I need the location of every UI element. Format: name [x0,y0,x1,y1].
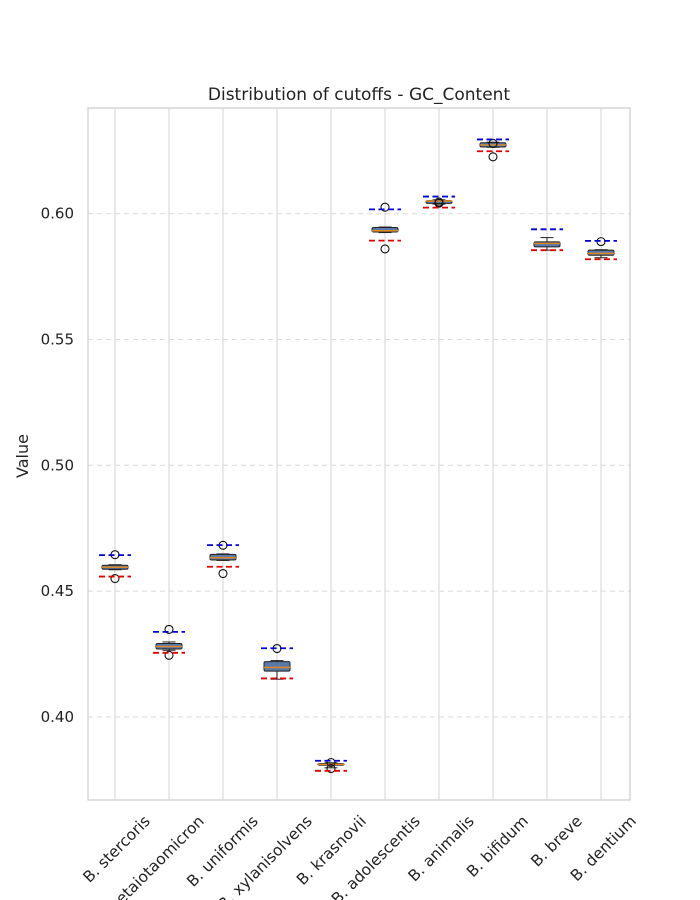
x-tick-label: B. adolescentis [328,812,424,900]
box-group [99,550,131,584]
box-group [531,228,563,252]
box-group [477,138,509,162]
box-group [261,643,293,680]
chart-title: Distribution of cutoffs - GC_Content [208,85,511,105]
outlier-point [164,624,174,634]
y-tick-label: 0.40 [41,708,74,726]
outlier-point [380,244,390,254]
iqr-box [263,661,291,672]
box-group [423,195,455,209]
outlier-point [380,202,390,212]
y-tick-label: 0.45 [41,582,74,600]
outlier-point [488,152,498,162]
outlier-point [164,650,174,660]
box-group [585,237,617,261]
box-series [99,138,617,774]
box-group [315,757,347,774]
y-tick-label: 0.55 [41,331,74,349]
axes-frame [87,107,631,801]
grid-lines [88,108,630,800]
y-tick-label: 0.60 [41,205,74,223]
y-tick-label: 0.50 [41,456,74,474]
outlier-point [218,568,228,579]
y-axis-label: Value [13,434,32,478]
outlier-point [326,763,336,774]
box-group [207,540,239,579]
outlier-point [110,574,120,584]
outlier-point [488,138,498,149]
box-group [369,202,401,254]
outlier-point [326,757,336,768]
y-axis-ticks: 0.40 0.45 0.50 0.55 0.60 [41,205,74,726]
outlier-point [434,198,444,208]
box-group [153,624,185,660]
